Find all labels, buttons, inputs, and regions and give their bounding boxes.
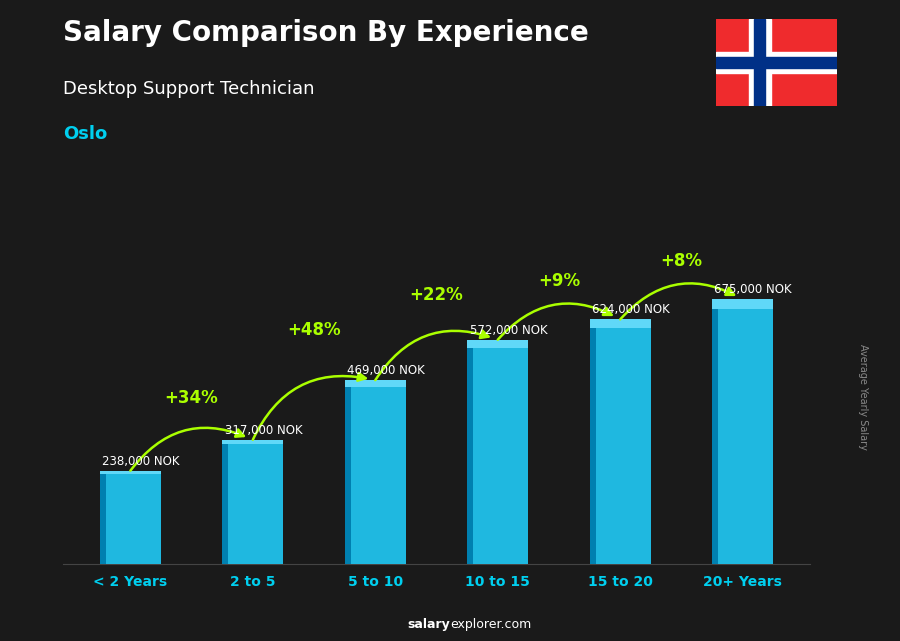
FancyBboxPatch shape <box>345 380 406 387</box>
FancyBboxPatch shape <box>100 470 161 564</box>
FancyBboxPatch shape <box>222 440 284 564</box>
Text: 317,000 NOK: 317,000 NOK <box>225 424 302 437</box>
FancyBboxPatch shape <box>345 380 406 564</box>
FancyBboxPatch shape <box>100 470 106 564</box>
FancyBboxPatch shape <box>590 319 651 564</box>
Text: salary: salary <box>407 619 450 631</box>
FancyBboxPatch shape <box>100 470 161 474</box>
FancyBboxPatch shape <box>467 340 528 347</box>
Text: +8%: +8% <box>661 252 702 270</box>
FancyBboxPatch shape <box>345 380 351 564</box>
Text: Average Yearly Salary: Average Yearly Salary <box>859 344 868 451</box>
Text: Salary Comparison By Experience: Salary Comparison By Experience <box>63 19 589 47</box>
Text: 675,000 NOK: 675,000 NOK <box>715 283 792 296</box>
Text: +22%: +22% <box>410 286 464 304</box>
FancyBboxPatch shape <box>467 340 528 564</box>
FancyBboxPatch shape <box>590 319 651 328</box>
Text: 624,000 NOK: 624,000 NOK <box>592 303 670 316</box>
Bar <box>716 57 837 68</box>
FancyBboxPatch shape <box>222 440 229 564</box>
FancyBboxPatch shape <box>222 440 284 444</box>
Text: +34%: +34% <box>165 389 219 407</box>
FancyBboxPatch shape <box>590 319 596 564</box>
FancyBboxPatch shape <box>712 299 718 564</box>
Bar <box>749 19 770 106</box>
Text: +48%: +48% <box>287 320 341 338</box>
Text: explorer.com: explorer.com <box>450 619 531 631</box>
Text: 238,000 NOK: 238,000 NOK <box>103 454 180 468</box>
FancyBboxPatch shape <box>467 340 473 564</box>
Text: 572,000 NOK: 572,000 NOK <box>470 324 547 337</box>
Text: 469,000 NOK: 469,000 NOK <box>347 364 425 377</box>
Text: Desktop Support Technician: Desktop Support Technician <box>63 80 314 98</box>
Bar <box>716 52 837 73</box>
Bar <box>754 19 765 106</box>
FancyBboxPatch shape <box>712 299 773 309</box>
Text: Oslo: Oslo <box>63 125 107 143</box>
FancyBboxPatch shape <box>712 299 773 564</box>
Text: +9%: +9% <box>538 272 580 290</box>
